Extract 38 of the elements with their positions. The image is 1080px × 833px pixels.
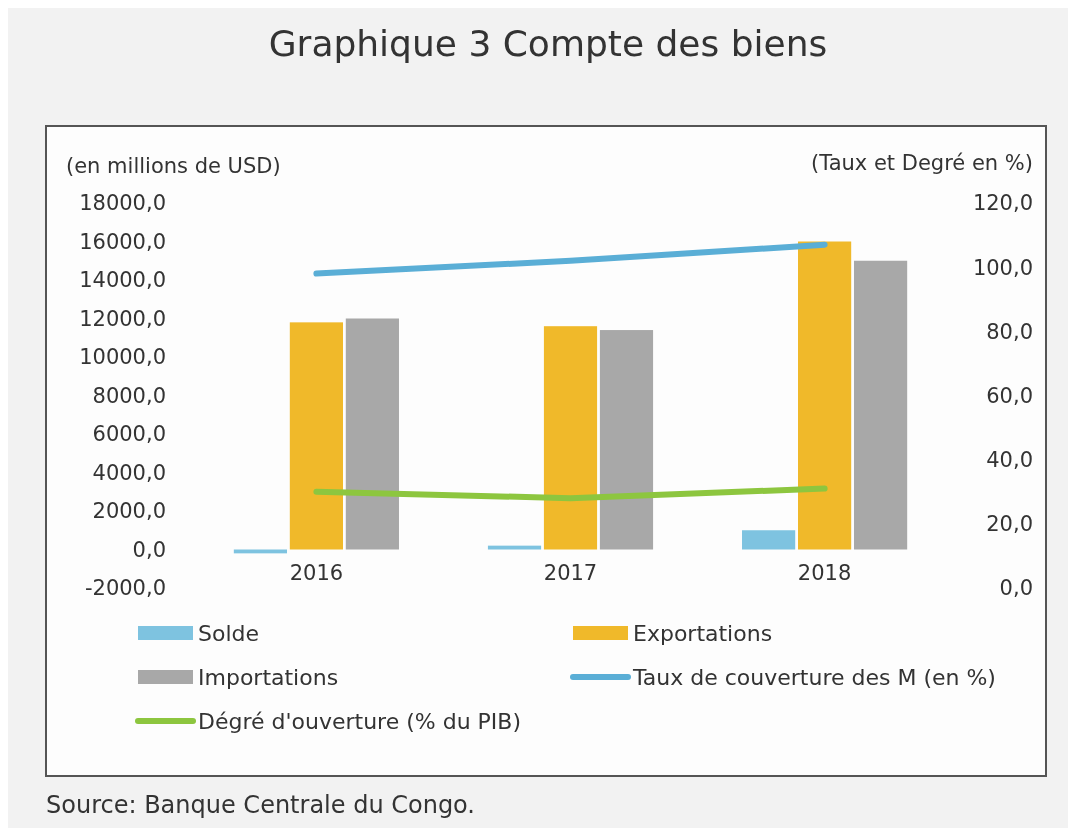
bar bbox=[742, 530, 796, 550]
x-tick-label: 2018 bbox=[797, 560, 852, 585]
bar bbox=[853, 260, 908, 550]
bar bbox=[345, 318, 399, 550]
legend-label: Dégré d'ouverture (% du PIB) bbox=[198, 708, 522, 734]
legend-label: Solde bbox=[198, 620, 260, 646]
y-tick-label: 18000,0 bbox=[79, 191, 166, 216]
x-tick-label: 2016 bbox=[289, 560, 344, 585]
y-tick-label: 4000,0 bbox=[92, 460, 166, 485]
x-tick-label: 2017 bbox=[543, 560, 598, 585]
y2-axis-title: (Taux et Degré en %) bbox=[811, 151, 1033, 175]
bar bbox=[289, 322, 343, 550]
bar bbox=[599, 330, 654, 550]
y2-tick-label: 120,0 bbox=[972, 191, 1033, 216]
y-tick-label: 16000,0 bbox=[79, 229, 166, 254]
y-tick-label: 12000,0 bbox=[79, 306, 166, 331]
bar bbox=[487, 545, 542, 550]
chart-title: Graphique 3 Compte des biens bbox=[268, 23, 828, 64]
y-tick-label: 0,0 bbox=[132, 537, 166, 562]
y2-tick-label: 40,0 bbox=[986, 448, 1033, 473]
y-tick-label: 6000,0 bbox=[92, 422, 166, 447]
y-axis-title: (en millions de USD) bbox=[66, 154, 281, 178]
y2-tick-label: 20,0 bbox=[986, 512, 1033, 537]
y-tick-label: 8000,0 bbox=[92, 383, 166, 408]
y2-tick-label: 100,0 bbox=[972, 255, 1033, 280]
bar bbox=[798, 241, 852, 550]
y-tick-label: 2000,0 bbox=[92, 499, 166, 524]
legend-label: Importations bbox=[198, 664, 339, 690]
legend-label: Exportations bbox=[633, 620, 773, 646]
y-tick-label: 14000,0 bbox=[79, 268, 166, 293]
y2-tick-label: 0,0 bbox=[999, 576, 1033, 601]
y-tick-label: -2000,0 bbox=[84, 576, 166, 601]
bar bbox=[543, 326, 598, 550]
y-tick-label: 10000,0 bbox=[79, 345, 166, 370]
y2-tick-label: 60,0 bbox=[986, 383, 1033, 408]
y2-tick-label: 80,0 bbox=[986, 319, 1033, 344]
legend-label: Taux de couverture des M (en %) bbox=[632, 664, 996, 690]
source-note: Source: Banque Centrale du Congo. bbox=[46, 791, 475, 819]
